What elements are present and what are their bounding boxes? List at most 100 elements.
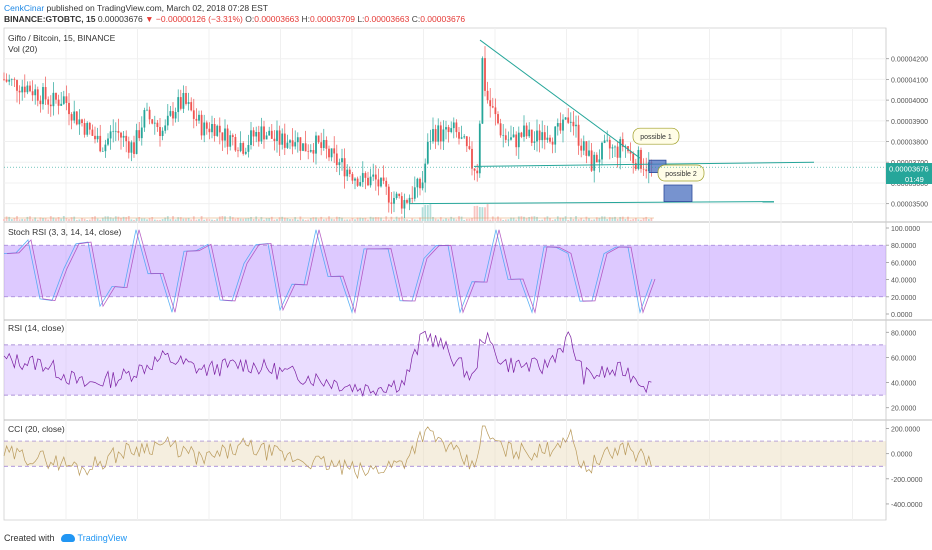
- trendlines[interactable]: [408, 39, 815, 205]
- volume-bar: [559, 217, 562, 221]
- axis-tick-label: 0.0000: [891, 312, 913, 319]
- candle-body: [374, 174, 377, 180]
- axis-tick-label: 80.0000: [891, 330, 916, 337]
- volume-bar: [549, 217, 551, 221]
- candle-body: [278, 130, 281, 145]
- volume-bar: [283, 217, 286, 221]
- volume-bar: [200, 216, 203, 221]
- volume-bar: [135, 218, 138, 221]
- volume-bar: [575, 216, 577, 221]
- rsi-pane[interactable]: RSI (14, close) 80.0000 60.0000 40.0000 20.…: [3, 323, 916, 413]
- candle-body: [120, 132, 122, 138]
- volume-bar: [395, 216, 398, 221]
- volume-bar: [234, 218, 237, 221]
- candle-body: [393, 198, 395, 204]
- volume-bar: [299, 216, 302, 221]
- volume-bar: [81, 218, 83, 221]
- candle-body: [190, 102, 193, 111]
- volume-bar: [411, 218, 414, 221]
- author-link[interactable]: CenkCinar: [4, 3, 45, 13]
- candle-body: [117, 131, 120, 133]
- candle-body: [192, 110, 195, 119]
- candle-body: [3, 79, 5, 81]
- volume-bar: [354, 219, 356, 221]
- candle-body: [491, 106, 494, 108]
- annotation-boxes[interactable]: possible 1 possible 2: [632, 127, 705, 202]
- candle-body: [432, 129, 434, 142]
- callout-label: possible 1: [640, 134, 672, 141]
- volume-bar: [10, 219, 13, 221]
- volume-bar: [320, 216, 323, 221]
- volume-bar: [439, 217, 442, 221]
- trading-chart[interactable]: possible 1 possible 2 Gifto / Bitcoin, 15…: [0, 26, 932, 526]
- volume-bar: [481, 207, 484, 221]
- tradingview-logo[interactable]: TradingView: [60, 533, 127, 543]
- candle-body: [377, 179, 380, 187]
- candle-body: [289, 140, 291, 143]
- volume-bar: [343, 219, 346, 221]
- candle-body: [442, 129, 445, 142]
- volume-bar: [452, 218, 455, 221]
- candle-body: [112, 131, 115, 132]
- volume-bar: [507, 219, 510, 221]
- candle-body: [250, 130, 252, 145]
- volume-bar: [627, 216, 629, 221]
- candle-body: [265, 135, 268, 140]
- volume-bar: [57, 217, 60, 221]
- candle-body: [585, 141, 588, 156]
- candle-body: [5, 79, 8, 82]
- candle-body: [640, 149, 642, 169]
- volume-bar: [203, 219, 206, 221]
- volume-bar: [525, 218, 528, 221]
- candle-body: [55, 92, 57, 100]
- price-pane[interactable]: possible 1 possible 2 Gifto / Bitcoin, 15…: [3, 33, 932, 221]
- open-value: 0.00003663: [254, 14, 300, 24]
- volume-bar: [486, 204, 489, 221]
- candle-body: [486, 90, 489, 101]
- candle-body: [497, 114, 499, 124]
- volume-bar: [88, 219, 91, 221]
- candle-body: [231, 135, 234, 137]
- volume-bar: [270, 216, 273, 221]
- candle-body: [616, 146, 619, 158]
- volume-bar: [190, 219, 193, 221]
- volume-bar: [328, 216, 330, 221]
- grid-lines: [4, 28, 886, 520]
- candle-body: [135, 130, 138, 154]
- candle-body: [632, 153, 635, 164]
- axis-tick-label: -200.0000: [891, 477, 923, 484]
- volume-bar: [231, 217, 234, 221]
- volume-bar: [606, 219, 609, 221]
- candle-body: [398, 193, 401, 197]
- footer: Created with TradingView: [4, 533, 127, 543]
- candle-body: [354, 178, 356, 181]
- volume-bar: [473, 206, 476, 221]
- volume-bar: [114, 216, 117, 221]
- candle-body: [359, 182, 362, 186]
- volume-bar: [372, 217, 375, 221]
- volume-bar: [390, 216, 393, 221]
- trendline: [479, 39, 641, 159]
- candle-body: [499, 123, 502, 136]
- last-price-badge: 0.00003676: [889, 165, 929, 174]
- stoch-rsi-pane[interactable]: Stoch RSI (3, 3, 14, 14, close) 100.0000…: [3, 226, 920, 319]
- candle-body: [68, 102, 70, 115]
- volume-bar: [205, 218, 208, 221]
- volume-bar: [226, 219, 229, 221]
- cci-pane[interactable]: CCI (20, close) 200.0000 0.0000 -200.0000 -…: [3, 424, 923, 509]
- candle-body: [127, 141, 130, 153]
- price-axis[interactable]: 0.00004200 0.00004100 0.00004000 0.00003900…: [886, 57, 928, 209]
- candle-body: [369, 176, 372, 186]
- candle-body: [44, 87, 47, 100]
- candle-body: [281, 133, 284, 145]
- volume-bar: [647, 219, 650, 221]
- candle-body: [148, 109, 151, 120]
- volume-bar: [91, 216, 94, 221]
- candle-body: [260, 126, 263, 142]
- candle-body: [273, 138, 276, 142]
- candle-body: [562, 119, 564, 131]
- volume-bar: [317, 218, 320, 221]
- volume-bar: [161, 219, 164, 221]
- volume-bar: [42, 218, 44, 221]
- volume-bar: [273, 219, 276, 221]
